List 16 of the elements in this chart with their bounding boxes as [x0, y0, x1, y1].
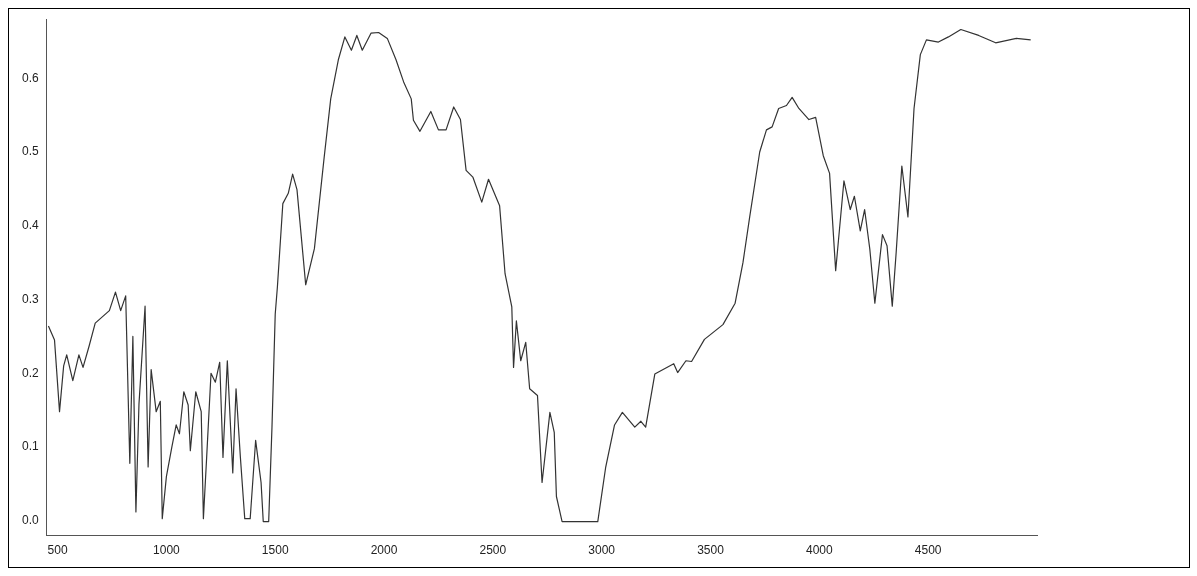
x-tick-label: 4000 [806, 543, 834, 558]
y-tick-label: 0.6 [21, 70, 39, 85]
x-tick-label: 3500 [697, 543, 725, 558]
y-tick-label: 0.2 [21, 365, 39, 380]
x-tick-label: 1000 [153, 543, 181, 558]
x-tick-label: 2500 [479, 543, 507, 558]
y-tick-label: 0.1 [21, 439, 39, 454]
y-tick-label: 0.0 [21, 513, 39, 528]
y-tick-label: 0.4 [21, 218, 39, 233]
x-tick-label: 500 [47, 543, 68, 558]
x-tick-label: 2000 [370, 543, 398, 558]
y-tick-label: 0.5 [21, 144, 39, 159]
x-tick-label: 1500 [261, 543, 289, 558]
x-tick-label: 4500 [914, 543, 942, 558]
x-tick-label: 3000 [588, 543, 616, 558]
y-tick-label: 0.3 [21, 291, 39, 306]
